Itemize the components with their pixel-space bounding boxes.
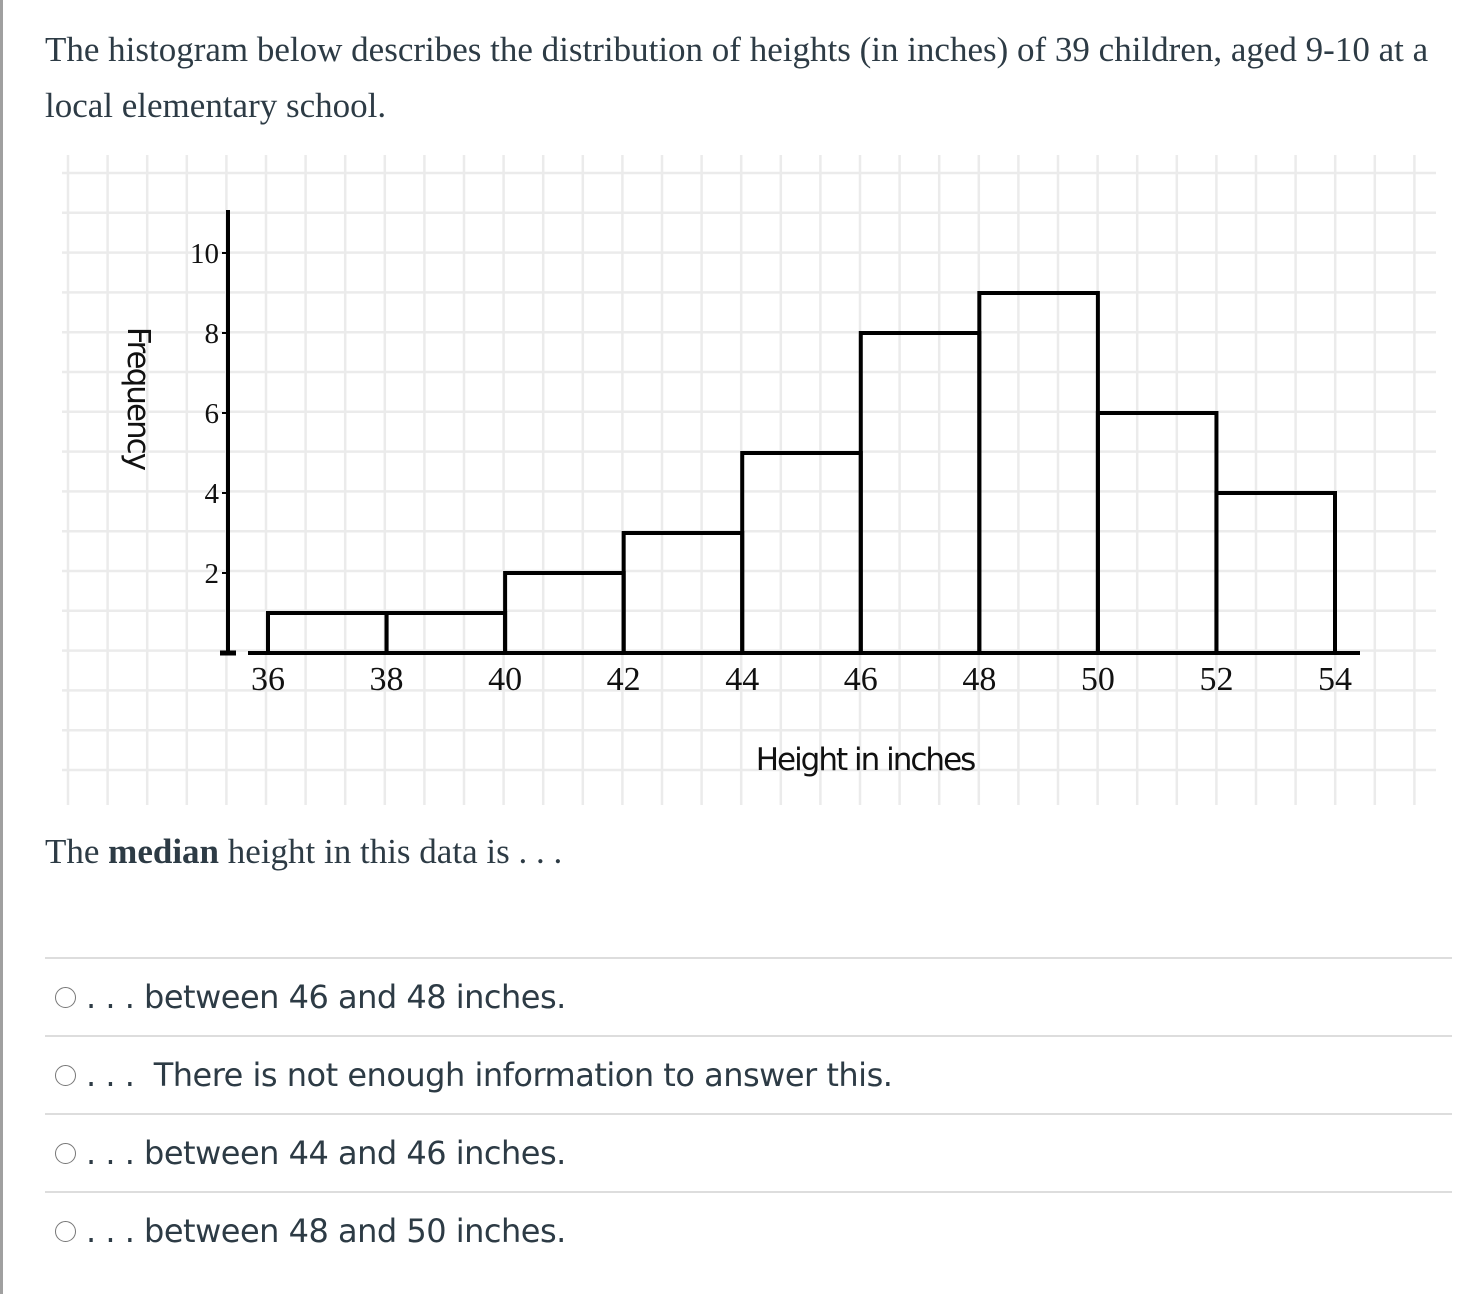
option-label: . . . between 48 and 50 inches. xyxy=(86,1212,566,1250)
histogram-bar xyxy=(740,451,863,655)
y-tick-label: 4 xyxy=(205,478,220,510)
x-axis-label: Height in inches xyxy=(756,742,975,778)
option-label: . . . between 44 and 46 inches. xyxy=(86,1134,566,1172)
y-tick-label: 2 xyxy=(205,558,220,590)
radio-icon[interactable] xyxy=(55,1064,76,1086)
histogram-bar xyxy=(1214,491,1338,655)
y-axis-label: Frequency xyxy=(120,327,156,471)
radio-icon[interactable] xyxy=(55,1142,76,1164)
x-tick-label: 48 xyxy=(962,661,996,698)
option-label: . . . between 46 and 48 inches. xyxy=(86,978,566,1016)
question-prefix: The xyxy=(45,832,109,871)
radio-icon[interactable] xyxy=(55,1220,76,1242)
x-tick-label: 44 xyxy=(725,661,759,698)
histogram-bar xyxy=(384,611,508,655)
histogram-bar xyxy=(266,611,389,655)
histogram-bar xyxy=(858,331,982,655)
answer-option-4[interactable]: . . . between 48 and 50 inches. xyxy=(45,1191,1452,1269)
left-border xyxy=(0,0,3,1294)
answer-option-1[interactable]: . . . between 46 and 48 inches. xyxy=(45,957,1452,1035)
x-tick-label: 46 xyxy=(844,661,878,698)
x-tick-label: 42 xyxy=(607,661,641,698)
y-tick-label: 6 xyxy=(205,398,220,430)
y-tick-label: 10 xyxy=(190,238,219,270)
x-tick-label: 38 xyxy=(370,661,404,698)
x-tick-label: 50 xyxy=(1081,661,1115,698)
x-tick-label: 54 xyxy=(1318,661,1352,698)
histogram-bar xyxy=(1095,411,1219,655)
answer-option-2[interactable]: . . . There is not enough information to… xyxy=(45,1035,1452,1113)
question-suffix: height in this data is . . . xyxy=(219,832,563,871)
question-text: The median height in this data is . . . xyxy=(45,832,562,872)
radio-icon[interactable] xyxy=(55,986,76,1008)
answer-option-3[interactable]: . . . between 44 and 46 inches. xyxy=(45,1113,1452,1191)
x-tick-label: 36 xyxy=(251,661,285,698)
question-bold: median xyxy=(108,832,220,871)
y-tick-label: 8 xyxy=(205,318,220,350)
option-label: . . . There is not enough information to… xyxy=(86,1056,893,1094)
x-tick-label: 40 xyxy=(488,661,522,698)
histogram-bar xyxy=(621,531,745,655)
histogram-bar xyxy=(503,571,626,655)
x-tick-label: 52 xyxy=(1199,661,1233,698)
intro-text: The histogram below describes the distri… xyxy=(45,30,1429,125)
histogram-bar xyxy=(977,291,1100,655)
answer-options: . . . between 46 and 48 inches. . . . Th… xyxy=(45,957,1452,1269)
